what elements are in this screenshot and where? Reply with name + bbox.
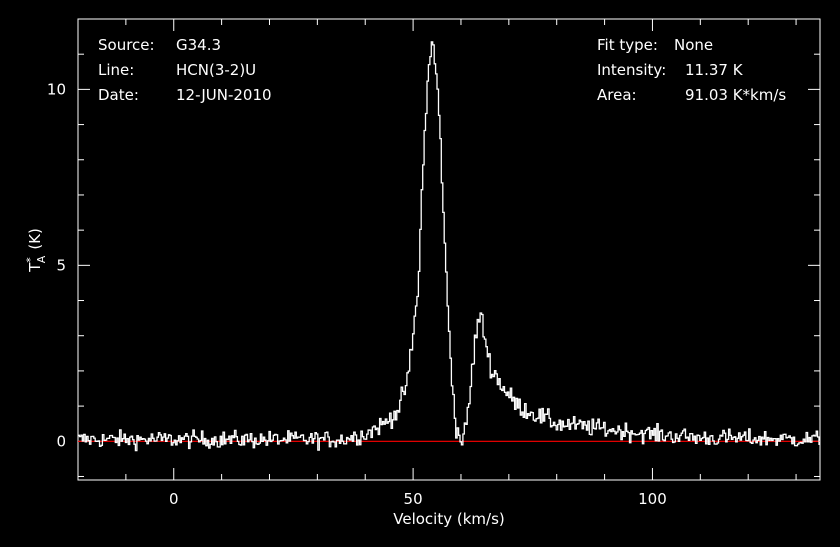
y-axis-title: T*A (K) bbox=[24, 228, 48, 273]
y-tick-label: 0 bbox=[56, 432, 66, 450]
svg-text:T*A(K): T*A (K) bbox=[24, 228, 48, 273]
tick-marks bbox=[77, 18, 820, 480]
fit-type-value: None bbox=[674, 36, 713, 54]
area-label: Area: bbox=[597, 86, 637, 104]
y-axis-unit: (K) bbox=[26, 228, 44, 250]
x-axis-title: Velocity (km/s) bbox=[393, 510, 504, 528]
source-value: G34.3 bbox=[176, 36, 221, 54]
intensity-value: 11.37 K bbox=[685, 61, 744, 79]
y-tick-label: 10 bbox=[47, 80, 66, 98]
date-label: Date: bbox=[98, 86, 139, 104]
area-value: 91.03 K*km/s bbox=[685, 86, 786, 104]
line-value: HCN(3-2)U bbox=[176, 61, 256, 79]
intensity-label: Intensity: bbox=[597, 61, 666, 79]
x-tick-label: 100 bbox=[638, 490, 667, 508]
line-label: Line: bbox=[98, 61, 134, 79]
tick-labels: 0 50 100 0 5 10 bbox=[47, 80, 667, 508]
y-axis-subscript: A bbox=[35, 255, 48, 263]
date-value: 12-JUN-2010 bbox=[176, 86, 272, 104]
spectrum-line bbox=[78, 41, 820, 452]
source-label: Source: bbox=[98, 36, 155, 54]
fit-type-label: Fit type: bbox=[597, 36, 658, 54]
y-axis-symbol: T bbox=[26, 262, 44, 273]
x-tick-label: 0 bbox=[169, 490, 179, 508]
y-axis-superscript: * bbox=[24, 257, 37, 263]
x-tick-label: 50 bbox=[404, 490, 423, 508]
plot-frame bbox=[77, 18, 821, 481]
y-tick-label: 5 bbox=[56, 256, 66, 274]
